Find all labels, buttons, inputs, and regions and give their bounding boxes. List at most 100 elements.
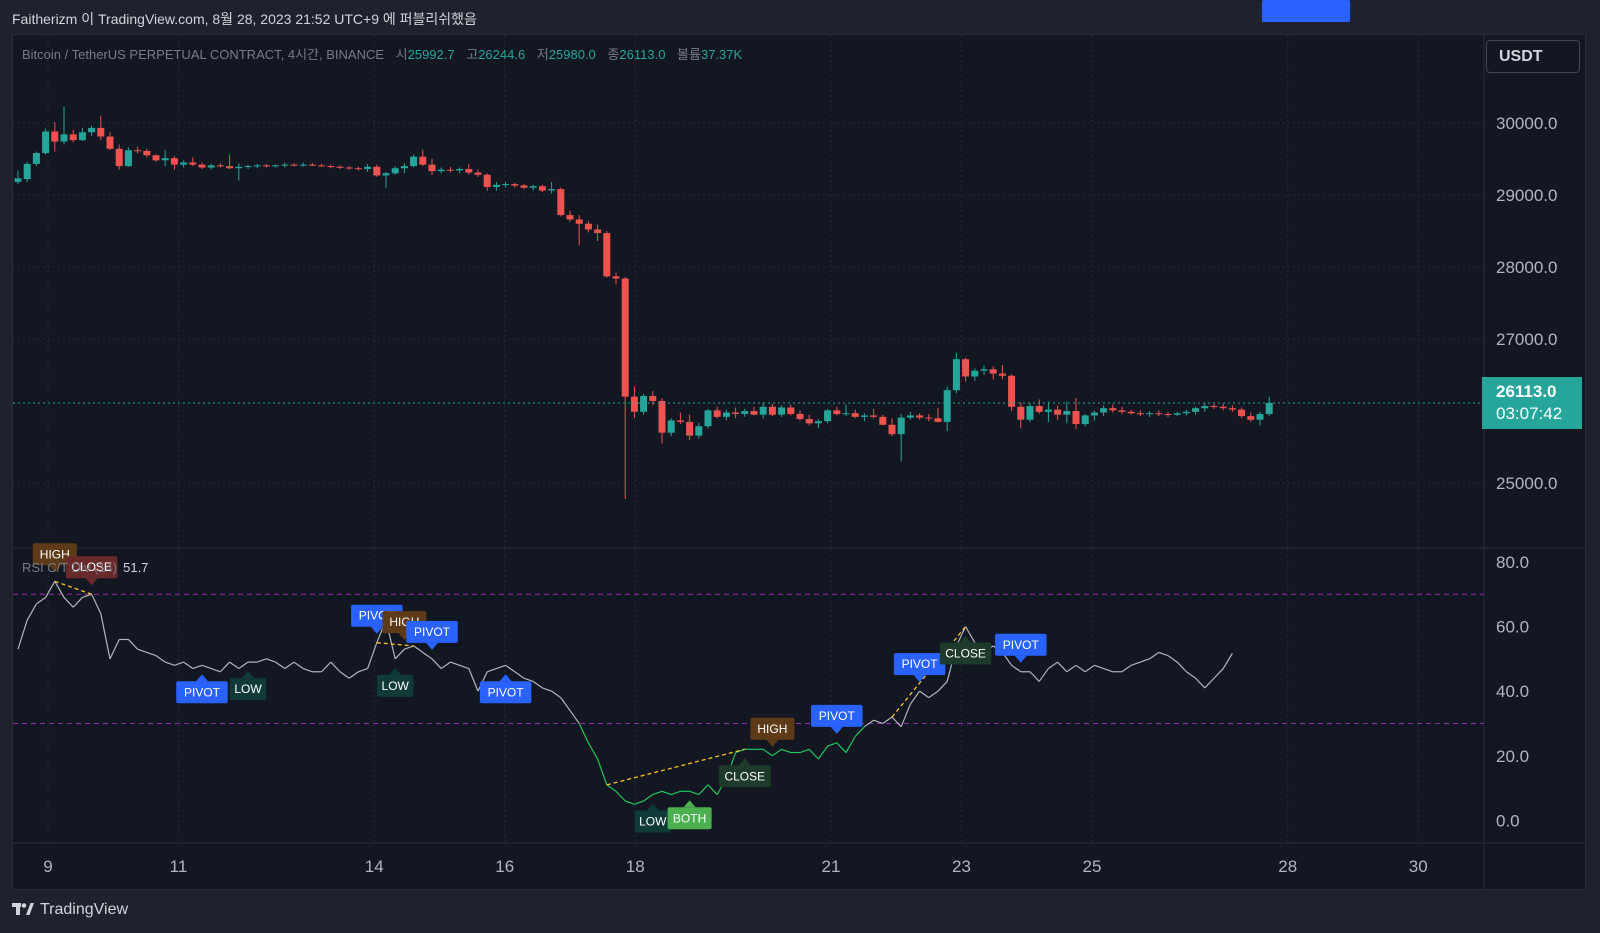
rsi-line-segment (597, 758, 608, 786)
time-tick-label: 28 (1278, 857, 1297, 876)
candle-body (1228, 408, 1236, 410)
candle-body (336, 166, 344, 168)
candle-body (446, 169, 454, 171)
rsi-line-segment (1167, 655, 1178, 663)
currency-button[interactable]: USDT (1486, 40, 1580, 73)
candle-body (32, 153, 40, 164)
candle-body (42, 131, 50, 154)
candle-body (382, 173, 390, 176)
symbol-name[interactable]: Bitcoin / TetherUS PERPETUAL CONTRACT, 4… (22, 47, 385, 62)
price-tick-label: 29000.0 (1496, 186, 1557, 205)
signal-label-box (1298, 0, 1351, 22)
rsi-line-segment (1094, 664, 1104, 670)
rsi-line-segment (845, 736, 856, 753)
candle-body (704, 410, 712, 427)
signal-label-pointer (389, 667, 402, 675)
candle-body (732, 412, 740, 414)
candle-body (483, 174, 491, 187)
rsi-line-segment (1066, 664, 1077, 673)
candle-body (1072, 411, 1080, 425)
candle-body (824, 410, 832, 422)
candle-body (189, 162, 197, 165)
candle-body (548, 189, 556, 191)
rsi-line-segment (634, 800, 644, 805)
footer-bar (0, 890, 1600, 933)
signal-label-pointer (242, 671, 254, 679)
signal-label-pointer (766, 739, 779, 747)
price-tick-label: 30000.0 (1496, 114, 1557, 133)
rsi-line-segment (146, 651, 157, 657)
candle-body (529, 186, 537, 188)
candle-body (318, 165, 326, 167)
candle-body (364, 166, 372, 169)
rsi-line-segment (266, 658, 276, 663)
rsi-line-segment (698, 784, 709, 795)
time-tick-label: 9 (43, 857, 52, 876)
candle-body (897, 417, 905, 435)
candle-body (456, 168, 464, 171)
bar-countdown: 03:07:42 (1496, 404, 1563, 423)
candle-body (327, 166, 335, 168)
rsi-line-segment (450, 661, 460, 666)
rsi-line-segment (808, 748, 819, 760)
high-value: 26244.6 (478, 47, 526, 62)
rsi-line-segment (431, 658, 442, 669)
candle-body (612, 276, 620, 279)
time-tick-label: 30 (1409, 857, 1428, 876)
indicator-value: 51.7 (123, 560, 149, 575)
rsi-line-segment (1038, 668, 1049, 682)
rsi-line-segment (1204, 677, 1215, 689)
rsi-line-segment (284, 661, 295, 670)
last-price-tag: 26113.0 03:07:42 (1482, 377, 1582, 429)
candle-body (410, 156, 418, 167)
rsi-line-segment (201, 664, 212, 670)
signal-label-pointer (1014, 655, 1027, 663)
rsi-line-segment (615, 790, 626, 802)
signal-label-box (667, 807, 712, 830)
rsi-line-segment (836, 742, 847, 753)
rsi-tick-label: 80.0 (1496, 553, 1529, 572)
rsi-line-segment (54, 581, 65, 598)
signal-label-text: LOW (639, 815, 667, 829)
rsi-line-segment (873, 719, 883, 725)
rsi-line-segment (514, 671, 525, 679)
candle-body (290, 164, 298, 166)
signal-label-box (719, 765, 771, 788)
tradingview-logo[interactable]: TradingView (12, 901, 128, 919)
rsi-line-segment (496, 664, 506, 670)
rsi-line-segment (137, 648, 147, 653)
rsi-line-segment (1186, 671, 1196, 679)
rsi-line-segment (1149, 651, 1160, 660)
candle-body (695, 426, 703, 436)
signal-label-text: LOW (234, 682, 262, 696)
candle-body (226, 166, 234, 169)
rsi-line-segment (965, 626, 976, 643)
rsi-line-segment (468, 668, 479, 692)
candle-body (538, 186, 546, 191)
chart-area[interactable] (12, 34, 1586, 890)
signal-label-text: PIVOT (414, 625, 451, 639)
candle-body (502, 184, 510, 186)
candle-body (161, 158, 169, 161)
candle-body (465, 168, 473, 173)
signal-label-box (176, 681, 228, 704)
rsi-line-segment (211, 667, 221, 673)
signal-label-box (479, 681, 532, 704)
candle-body (299, 164, 307, 166)
high-label: 고 (466, 47, 479, 62)
indicator-name[interactable]: RSI C/T Div (14) (22, 560, 118, 575)
rsi-tick-label: 20.0 (1496, 747, 1529, 766)
rsi-line-segment (569, 710, 580, 724)
candle-body (1238, 409, 1246, 417)
rsi-line-segment (192, 664, 203, 670)
candle-body (69, 134, 77, 141)
rsi-line-segment (165, 661, 175, 666)
rsi-line-segment (827, 742, 837, 747)
candle-body (584, 223, 592, 230)
candle-body (962, 359, 970, 377)
signal-label-text: HIGH (757, 722, 787, 736)
candle-body (281, 164, 289, 166)
candle-body (1192, 408, 1200, 412)
rsi-line-segment (919, 690, 930, 699)
